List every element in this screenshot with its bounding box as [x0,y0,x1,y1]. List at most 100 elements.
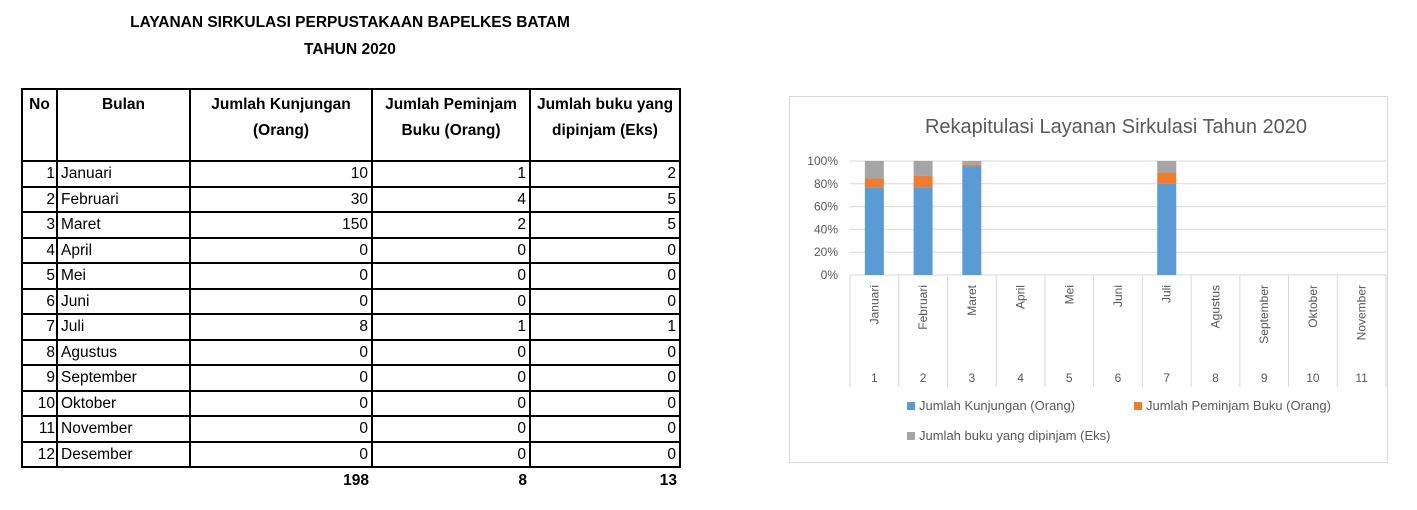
cell-kunjungan: 0 [189,364,373,392]
bar-segment [864,178,884,188]
table-row: 12 Desember 0 0 0 [21,440,681,468]
table-row: 6 Juni 0 0 0 [21,287,681,315]
totals-row: 198 8 13 [22,467,680,492]
cell-peminjam: 0 [371,236,531,264]
cell-bulan: April [56,236,191,264]
cell-buku: 0 [529,364,681,392]
cell-kunjungan: 0 [189,415,373,443]
table-row: 4 April 0 0 0 [21,236,681,264]
header-kunjungan: Jumlah Kunjungan (Orang) [189,88,373,162]
cell-bulan: Februari [56,185,191,213]
cell-kunjungan: 10 [189,160,373,188]
x-group-label: 11 [1355,371,1368,385]
cell-no: 10 [21,389,58,417]
header-no: No [21,88,58,162]
cell-peminjam: 0 [371,415,531,443]
circulation-table: No Bulan Jumlah Kunjungan (Orang) Jumlah… [21,88,681,492]
table-row: 2 Februari 30 4 5 [21,185,681,213]
total-kunjungan: 198 [343,471,369,489]
table-row: 10 Oktober 0 0 0 [21,389,681,417]
x-tick-label: Juli [1160,285,1174,303]
cell-buku: 0 [529,338,681,366]
cell-no: 8 [21,338,58,366]
cell-buku: 0 [529,440,681,468]
x-group-label: 7 [1163,371,1170,385]
cell-buku: 5 [529,211,681,239]
cell-bulan: Juni [56,287,191,315]
legend-label: Jumlah Kunjungan (Orang) [919,398,1075,413]
x-tick-label: November [1355,285,1369,340]
cell-buku: 0 [529,415,681,443]
cell-peminjam: 4 [371,185,531,213]
cell-no: 7 [21,313,58,341]
cell-no: 5 [21,262,58,290]
cell-kunjungan: 150 [189,211,373,239]
legend-label: Jumlah buku yang dipinjam (Eks) [919,428,1110,443]
table-row: 5 Mei 0 0 0 [21,262,681,290]
cell-bulan: Oktober [56,389,191,417]
cell-kunjungan: 0 [189,389,373,417]
cell-peminjam: 0 [371,389,531,417]
cell-peminjam: 0 [371,364,531,392]
header-bulan: Bulan [56,88,191,162]
cell-kunjungan: 0 [189,287,373,315]
x-group-label: 5 [1066,371,1073,385]
stacked-bar-chart: Rekapitulasi Layanan Sirkulasi Tahun 202… [807,116,1387,443]
document-subtitle: TAHUN 2020 [304,41,396,58]
x-tick-label: Mei [1062,285,1076,304]
x-group-label: 8 [1212,371,1219,385]
cell-peminjam: 1 [371,160,531,188]
legend-swatch [907,402,915,410]
bar-segment [913,187,933,275]
cell-no: 3 [21,211,58,239]
chart-title: Rekapitulasi Layanan Sirkulasi Tahun 202… [925,116,1307,138]
y-tick-label: 100% [807,154,838,168]
cell-no: 11 [21,415,58,443]
cell-peminjam: 0 [371,338,531,366]
x-group-label: 1 [871,371,878,385]
cell-no: 4 [21,236,58,264]
cell-no: 2 [21,185,58,213]
cell-peminjam: 0 [371,287,531,315]
bar-segment [1157,183,1177,275]
table-row: 1 Januari 10 1 2 [21,160,681,188]
cell-no: 1 [21,160,58,188]
table-row: 3 Maret 150 2 5 [21,211,681,239]
cell-kunjungan: 0 [189,236,373,264]
x-group-label: 6 [1115,371,1122,385]
cell-bulan: Juli [56,313,191,341]
cell-kunjungan: 30 [189,185,373,213]
bar-segment [1157,161,1177,173]
x-tick-label: Agustus [1208,285,1222,328]
x-group-label: 10 [1306,371,1320,385]
empty-cell [57,467,190,492]
x-tick-label: September [1257,285,1271,344]
y-tick-label: 80% [814,177,838,191]
cell-peminjam: 1 [371,313,531,341]
chart-area: Rekapitulasi Layanan Sirkulasi Tahun 202… [789,96,1388,463]
cell-no: 12 [21,440,58,468]
cell-buku: 1 [529,313,681,341]
table-row: 11 November 0 0 0 [21,415,681,443]
legend-swatch [907,432,915,440]
x-tick-label: Oktober [1306,285,1320,328]
y-tick-label: 20% [814,245,838,259]
bar-segment [913,175,933,188]
cell-peminjam: 0 [371,262,531,290]
x-tick-label: Februari [916,285,930,330]
cell-kunjungan: 0 [189,440,373,468]
cell-buku: 2 [529,160,681,188]
cell-bulan: Desember [56,440,191,468]
cell-bulan: Januari [56,160,191,188]
x-group-label: 3 [968,371,975,385]
cell-peminjam: 0 [371,440,531,468]
cell-bulan: November [56,415,191,443]
cell-kunjungan: 0 [189,262,373,290]
x-tick-label: April [1014,285,1028,309]
bar-segment [1157,172,1177,184]
legend-label: Jumlah Peminjam Buku (Orang) [1146,398,1331,413]
table-row: 9 September 0 0 0 [21,364,681,392]
cell-bulan: Mei [56,262,191,290]
x-tick-label: Maret [965,284,979,315]
cell-kunjungan: 0 [189,338,373,366]
